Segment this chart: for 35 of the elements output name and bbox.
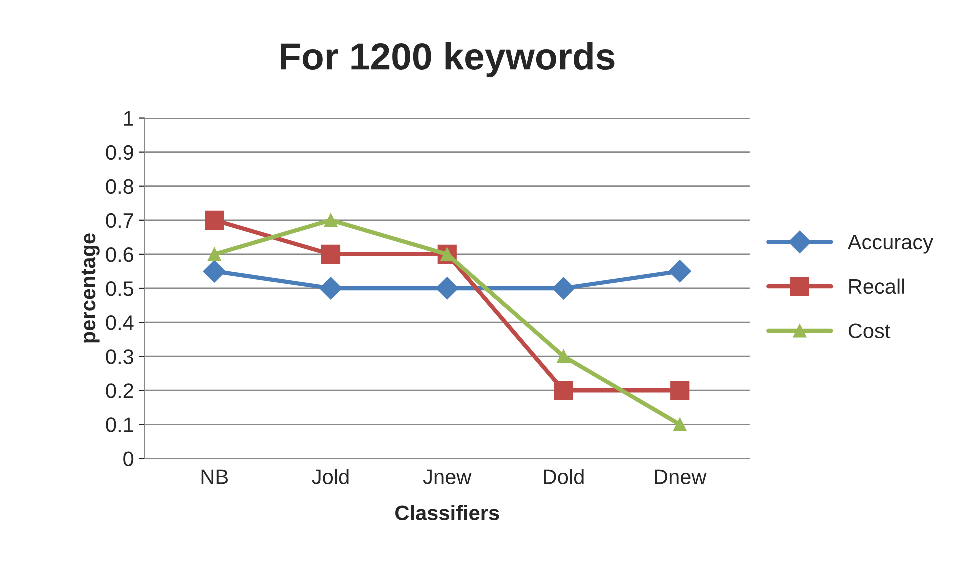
x-tick-label: Jold [312,469,349,484]
legend-label: Accuracy [848,235,934,254]
point [324,214,338,228]
point [552,277,576,300]
point [208,248,222,262]
y-axis-title: percentage [82,234,100,343]
point [321,244,341,264]
y-tick-label: 0.1 [106,418,134,432]
y-tick-label: 1 [124,112,134,126]
x-tick-label: Jnew [423,470,472,484]
point [203,260,226,283]
y-tick-label: 0.6 [106,247,134,262]
y-tick-label: 0.4 [106,316,134,330]
y-tick-label: 0.3 [106,350,134,364]
y-tick-label: 0.7 [106,213,134,228]
point [320,277,342,300]
y-tick-label: 0.5 [106,282,134,296]
point [556,350,571,364]
chart-title: For 1200 keywords [281,42,615,78]
point [668,260,692,283]
point [554,381,574,400]
y-tick-label: 0.8 [106,179,134,194]
y-tick-label: 0.9 [106,145,134,160]
point [673,418,687,432]
legend-label: Recall [850,278,904,294]
point [205,210,224,230]
x-tick-label: Dnew [655,470,707,484]
point [436,277,459,300]
point [670,381,690,400]
y-tick-label: 0.2 [106,384,134,398]
legend-label: Cost [848,324,891,339]
x-tick-label: Dold [544,469,584,484]
y-tick-label: 0 [124,452,134,466]
x-tick-label: NB [202,470,228,484]
x-axis-title: Classifiers [396,505,500,521]
